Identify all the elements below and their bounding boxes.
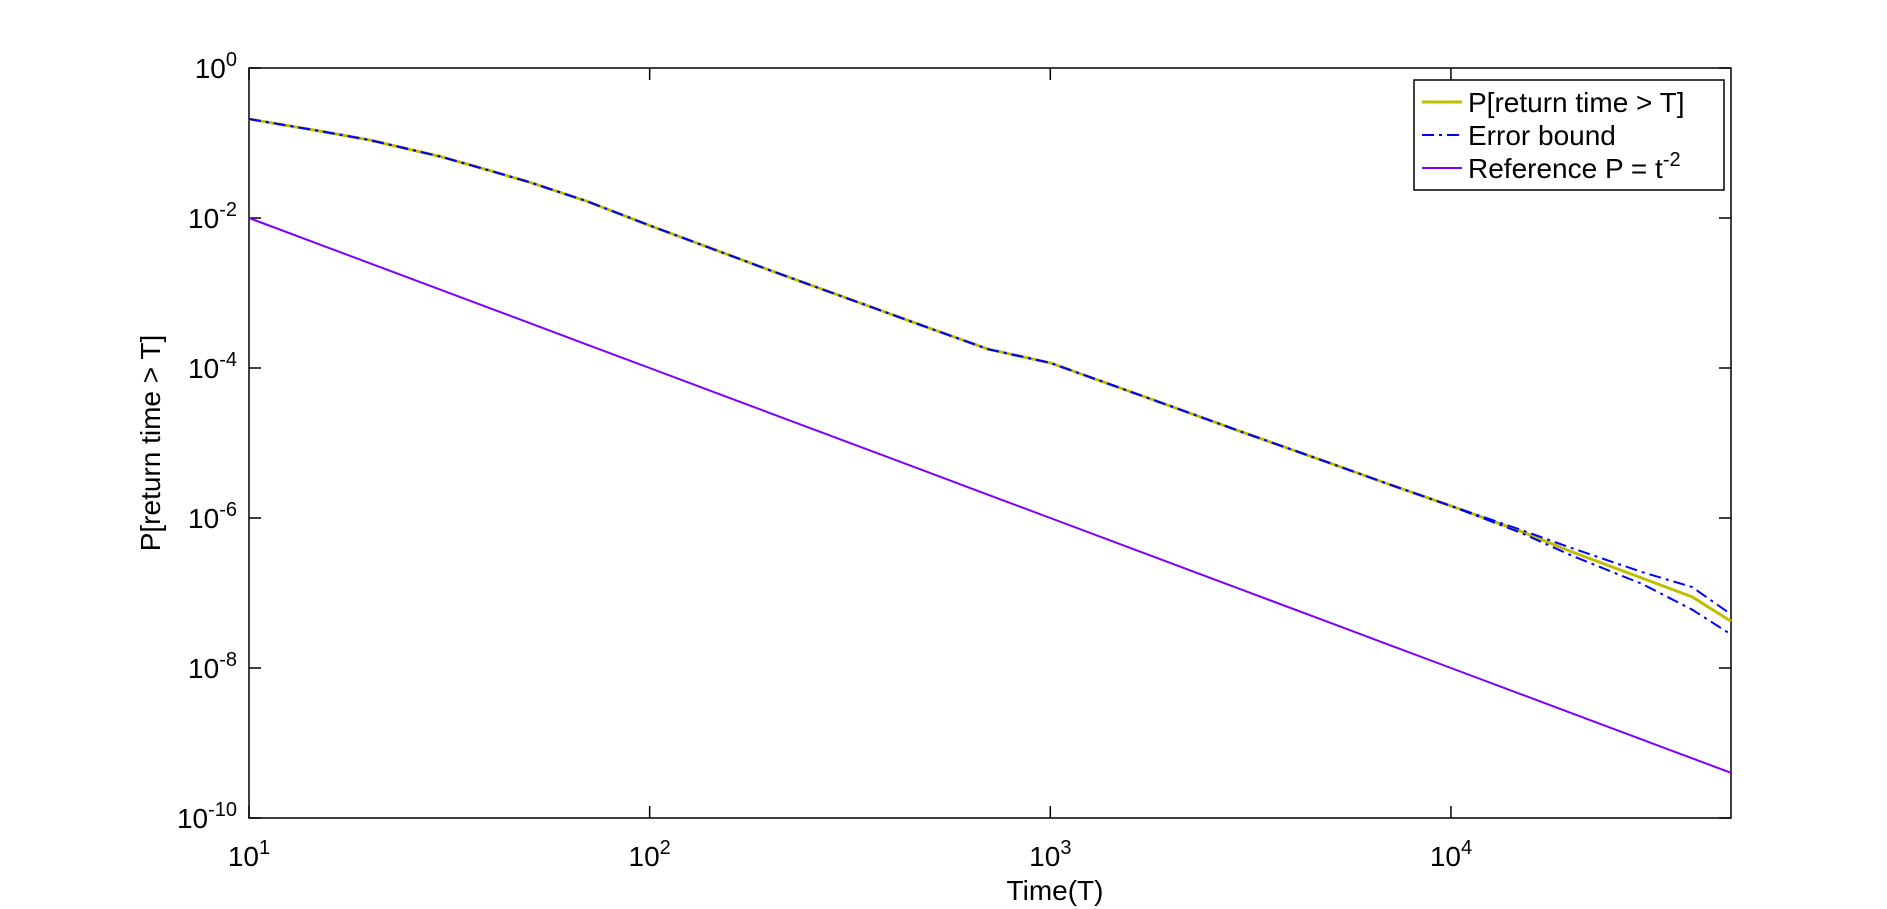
x-tick-label: 101 xyxy=(228,837,270,872)
legend-label: Error bound xyxy=(1468,120,1616,151)
legend-box xyxy=(1413,79,1725,191)
y-tick-label: 100 xyxy=(195,49,237,84)
series-line xyxy=(248,118,1732,636)
x-tick-label: 103 xyxy=(1029,837,1071,872)
y-tick-label: 10-10 xyxy=(177,799,237,834)
plot-frame xyxy=(248,67,1732,819)
x-tick-label: 102 xyxy=(629,837,671,872)
series-line xyxy=(248,217,1732,774)
legend-label: P[return time > T] xyxy=(1468,87,1685,118)
y-tick-label: 10-8 xyxy=(188,649,237,684)
x-axis-label: Time(T) xyxy=(1007,875,1104,906)
y-tick-label: 10-4 xyxy=(188,349,237,384)
y-axis-label: P[return time > T] xyxy=(135,335,166,552)
legend-label: Reference P = t-2 xyxy=(1468,149,1681,184)
y-tick-label: 10-6 xyxy=(188,499,237,534)
x-tick-label: 104 xyxy=(1430,837,1472,872)
y-tick-label: 10-2 xyxy=(188,199,237,234)
